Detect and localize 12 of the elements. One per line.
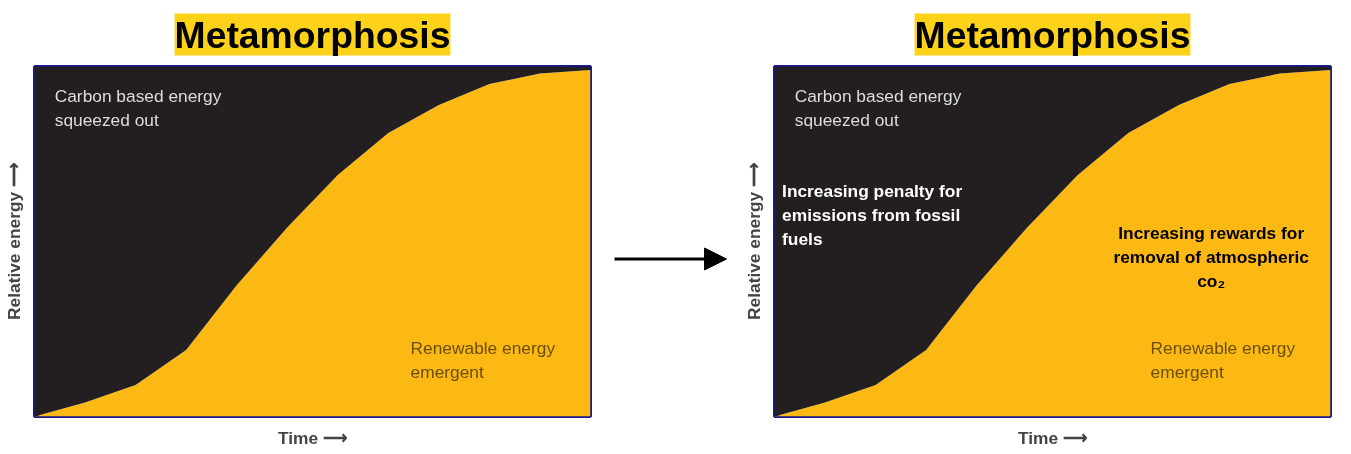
x-axis-title: Time ⟶ (1018, 427, 1087, 448)
series-label: Renewable energy emergent (410, 337, 556, 382)
annotation: Increasing penalty for emissions from fossil fuels (782, 180, 963, 249)
series-label: Renewable energy emergent (1150, 337, 1296, 382)
series-label: Carbon based energy squeezed out (54, 85, 222, 130)
y-axis-title: Relative energy ⟶ (743, 163, 764, 320)
annotation: Increasing rewards for removal of atmospheric co₂ (1113, 222, 1310, 291)
chart-title: Metamorphosis (914, 13, 1191, 56)
series-label: Carbon based energy squeezed out (794, 85, 962, 130)
chart-title: Metamorphosis (174, 13, 451, 56)
x-axis-title: Time ⟶ (278, 427, 347, 448)
y-axis-title: Relative energy ⟶ (3, 163, 24, 320)
